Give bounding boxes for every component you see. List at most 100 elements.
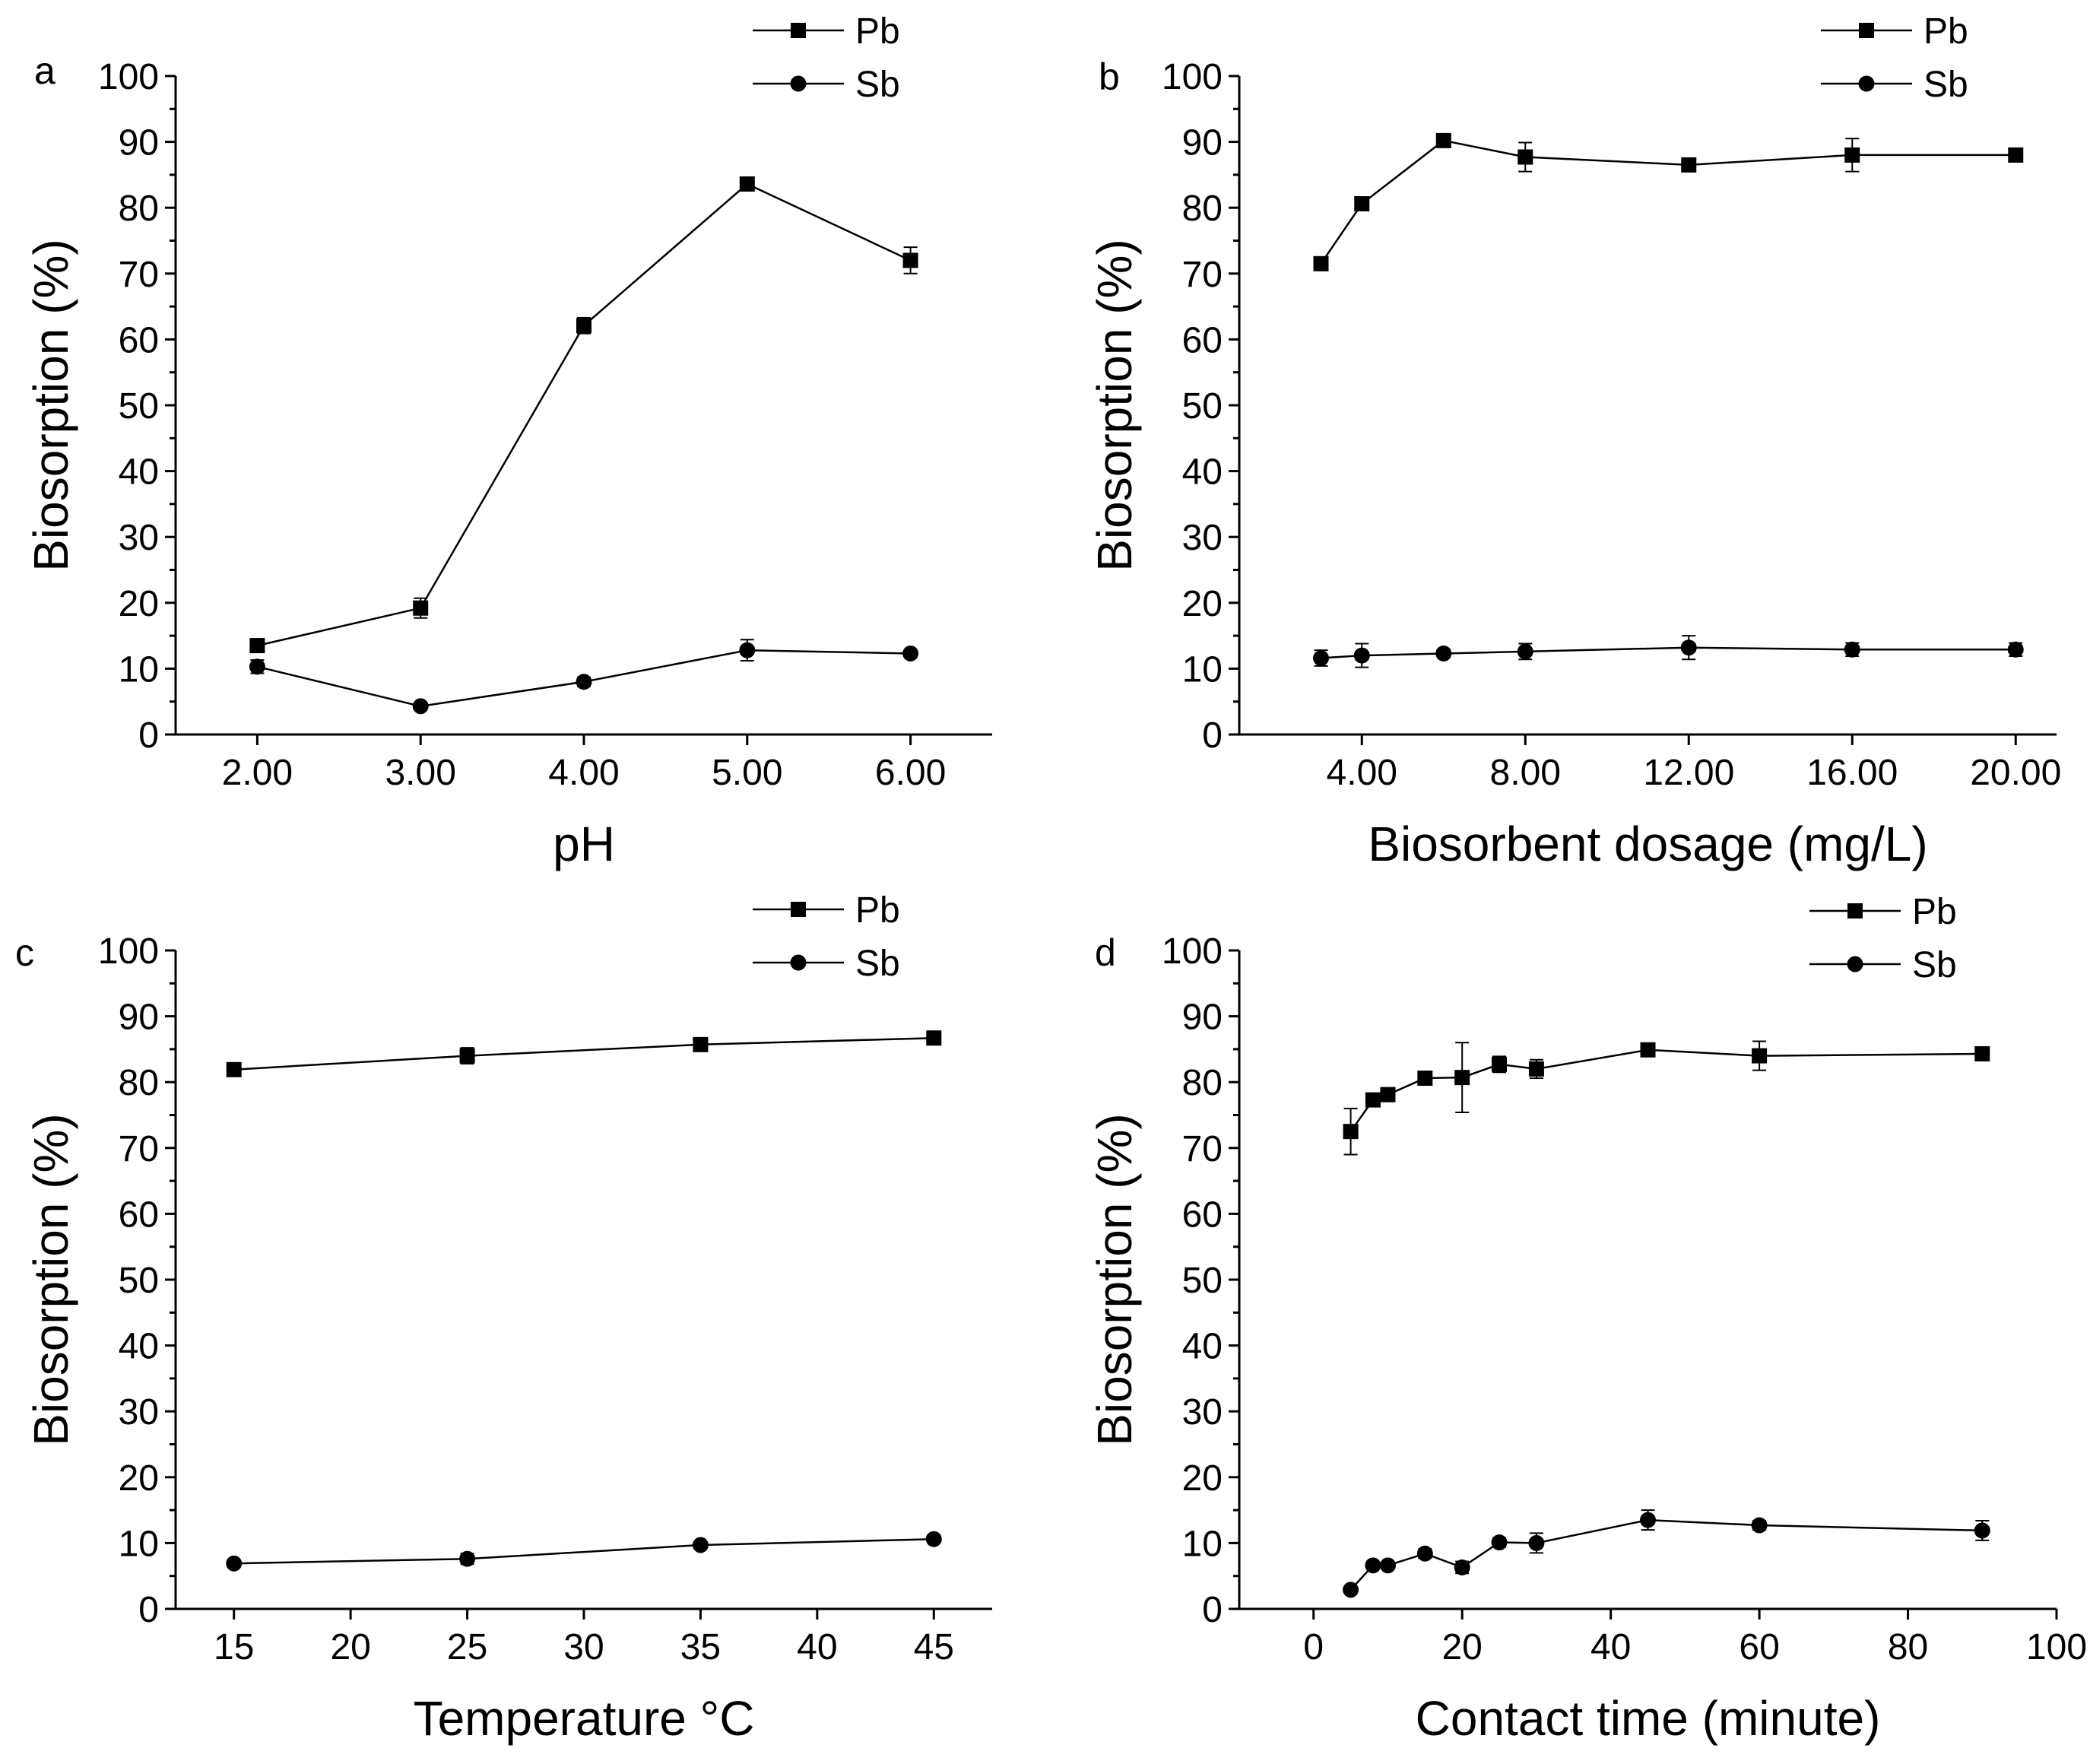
data-point-circle bbox=[2007, 641, 2024, 658]
series-pb bbox=[1343, 1040, 1990, 1156]
data-point-circle bbox=[1974, 1522, 1990, 1539]
y-tick-label: 50 bbox=[119, 1261, 159, 1301]
y-tick-label: 100 bbox=[98, 931, 159, 972]
series-sb bbox=[249, 639, 919, 715]
series-sb bbox=[226, 1531, 942, 1572]
x-axis-title: Contact time (minute) bbox=[1416, 1691, 1881, 1746]
x-tick-label: 16.00 bbox=[1806, 753, 1898, 793]
panel-letter: a bbox=[34, 49, 56, 92]
data-point-square bbox=[413, 600, 429, 616]
x-tick-label: 8.00 bbox=[1490, 753, 1561, 793]
legend-marker-circle bbox=[1847, 956, 1863, 972]
data-point-circle bbox=[692, 1537, 709, 1553]
legend: Pb Sb bbox=[753, 11, 900, 105]
chart-panel-a: 0 10 20 30 40 50 60 70 80 90 100 2.00 3.00 4.00 5.00 6.… bbox=[24, 11, 992, 871]
legend-marker-circle bbox=[1858, 75, 1875, 92]
legend-label: Pb bbox=[855, 890, 900, 931]
series-line bbox=[233, 1036, 934, 1071]
data-point-circle bbox=[1416, 1545, 1433, 1562]
series-line bbox=[1321, 646, 2016, 659]
x-tick-label: 40 bbox=[1590, 1627, 1631, 1667]
data-point-circle bbox=[1353, 647, 1370, 664]
y-tick-label: 30 bbox=[1182, 518, 1223, 558]
y-axis-title: Biosorption (%) bbox=[1087, 239, 1142, 572]
x-tick-label: 2.00 bbox=[222, 753, 293, 793]
y-tick-label: 100 bbox=[98, 57, 159, 97]
y-tick-label: 70 bbox=[1182, 1129, 1223, 1169]
y-tick-label: 30 bbox=[119, 1392, 159, 1432]
y-tick-label: 50 bbox=[1182, 386, 1223, 427]
legend-label: Sb bbox=[1923, 65, 1968, 105]
legend-marker-square bbox=[791, 902, 806, 917]
legend-label: Pb bbox=[1923, 11, 1968, 52]
series-line bbox=[257, 182, 912, 647]
data-point-circle bbox=[1313, 650, 1329, 667]
data-point-square bbox=[1365, 1092, 1381, 1108]
legend-marker-square bbox=[1859, 23, 1874, 38]
y-axis-title: Biosorption (%) bbox=[24, 239, 78, 572]
data-point-square bbox=[1380, 1087, 1396, 1102]
y-tick-label: 50 bbox=[119, 386, 159, 427]
y-tick-label: 20 bbox=[1182, 1458, 1223, 1499]
data-point-square bbox=[1417, 1071, 1433, 1087]
data-point-square bbox=[1343, 1124, 1359, 1140]
data-point-circle bbox=[1491, 1534, 1508, 1551]
x-tick-label: 5.00 bbox=[712, 753, 782, 793]
legend-label: Pb bbox=[1912, 892, 1957, 932]
panel-letter: c bbox=[15, 931, 34, 974]
legend-marker-square bbox=[791, 23, 806, 38]
x-tick-label: 6.00 bbox=[875, 753, 946, 793]
legend-label: Pb bbox=[855, 11, 900, 52]
x-tick-label: 0 bbox=[1303, 1627, 1324, 1667]
data-point-square bbox=[1435, 132, 1451, 148]
data-point-square bbox=[926, 1030, 942, 1046]
x-tick-label: 15 bbox=[214, 1627, 254, 1667]
panel-letter: d bbox=[1095, 931, 1116, 974]
data-point-square bbox=[1844, 147, 1860, 163]
y-axis-title: Biosorption (%) bbox=[24, 1113, 78, 1446]
legend-label: Sb bbox=[855, 65, 900, 105]
data-point-circle bbox=[1640, 1512, 1656, 1528]
data-point-square bbox=[1354, 196, 1370, 212]
data-point-square bbox=[1492, 1056, 1508, 1072]
x-tick-label: 20 bbox=[330, 1627, 370, 1667]
legend-label: Sb bbox=[855, 944, 900, 984]
y-tick-label: 80 bbox=[1182, 1063, 1223, 1103]
y-axis-title: Biosorption (%) bbox=[1087, 1113, 1142, 1446]
y-tick-label: 90 bbox=[1182, 998, 1223, 1038]
data-point-circle bbox=[902, 645, 919, 662]
data-point-circle bbox=[1365, 1557, 1381, 1574]
series-line bbox=[1349, 1049, 1983, 1132]
data-point-square bbox=[1640, 1042, 1656, 1058]
y-tick-label: 60 bbox=[119, 320, 159, 360]
data-point-circle bbox=[249, 658, 265, 675]
data-point-square bbox=[739, 176, 755, 192]
panel-letter: b bbox=[1099, 56, 1120, 98]
legend: Pb Sb bbox=[1821, 11, 1968, 105]
y-tick-label: 60 bbox=[119, 1195, 159, 1235]
data-point-circle bbox=[1517, 643, 1533, 660]
y-tick-label: 70 bbox=[119, 255, 159, 295]
y-tick-label: 40 bbox=[1182, 1327, 1223, 1367]
data-point-square bbox=[249, 638, 265, 654]
x-axis-title: pH bbox=[553, 817, 615, 871]
series-line bbox=[1320, 139, 2016, 265]
y-tick-label: 100 bbox=[1162, 57, 1223, 97]
legend-label: Sb bbox=[1912, 945, 1957, 985]
data-point-square bbox=[1313, 255, 1329, 271]
legend: Pb Sb bbox=[753, 890, 900, 984]
y-tick-label: 80 bbox=[119, 189, 159, 229]
y-tick-label: 40 bbox=[1182, 452, 1223, 493]
chart-panel-b: 0 10 20 30 40 50 60 70 80 90 100 4.00 8.00 12.00 16.00… bbox=[1087, 11, 2061, 871]
legend-marker-square bbox=[1847, 903, 1863, 918]
x-tick-label: 4.00 bbox=[548, 753, 619, 793]
x-tick-label: 20 bbox=[1441, 1627, 1482, 1667]
y-tick-label: 10 bbox=[119, 649, 159, 690]
x-axis-title: Biosorbent dosage (mg/L) bbox=[1368, 817, 1927, 871]
y-tick-label: 0 bbox=[1202, 1590, 1223, 1630]
x-tick-label: 80 bbox=[1888, 1627, 1928, 1667]
data-point-square bbox=[1974, 1045, 1990, 1061]
data-point-circle bbox=[1528, 1534, 1545, 1551]
data-point-square bbox=[1518, 149, 1533, 165]
